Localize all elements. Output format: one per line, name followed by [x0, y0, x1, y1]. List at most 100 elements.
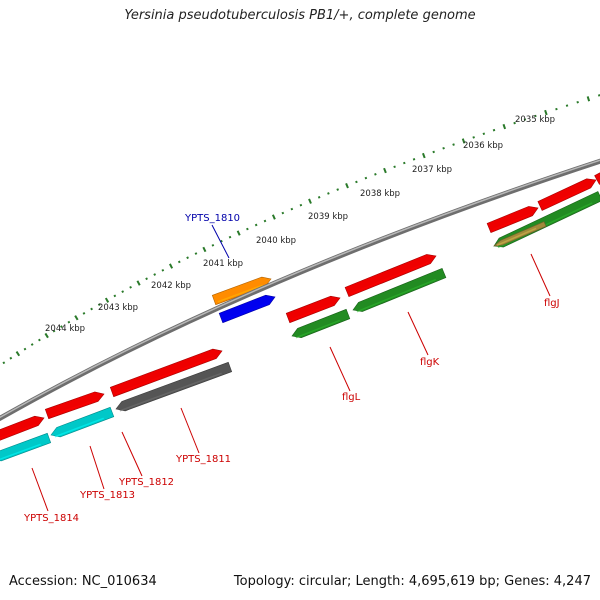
leader-line-flgk: [407, 311, 429, 356]
gene-arrow-forward-highlight: [115, 356, 214, 395]
scale-tick-mark: [442, 146, 445, 150]
scale-tick-mark: [597, 94, 600, 97]
gene-label-ypts-1811[interactable]: YPTS_1811: [175, 454, 231, 465]
scale-tick-mark: [502, 123, 507, 130]
scale-tick-mark: [345, 183, 349, 189]
tick-label-2043: 2043 kbp: [98, 303, 138, 313]
gene-arrow-forward[interactable]: [537, 178, 597, 211]
gene-arrow-forward[interactable]: [594, 171, 600, 185]
scale-tick-mark: [30, 343, 34, 346]
gene-label-ypts-1812[interactable]: YPTS_1812: [118, 477, 174, 488]
scale-tick-mark: [393, 165, 396, 169]
cds-arrow-flgl-green[interactable]: [291, 308, 351, 339]
cds-arrow-flgk-green[interactable]: [352, 268, 447, 312]
leader-line-ypts-1810: [211, 224, 230, 259]
tick-label-2036: 2036 kbp: [463, 141, 503, 151]
gene-label-flgj[interactable]: flgJ: [544, 298, 560, 309]
scale-tick-mark: [220, 239, 223, 243]
scale-tick-mark: [186, 256, 189, 260]
scale-tick-mark: [97, 303, 101, 306]
scale-tick-mark: [534, 114, 537, 118]
scale-tick-mark: [90, 307, 93, 311]
gene-label-flgk[interactable]: flgK: [420, 357, 440, 368]
scale-tick-mark: [228, 235, 232, 239]
map-title: Yersinia pseudotuberculosis PB1/+, compl…: [124, 8, 476, 23]
scale-tick-mark: [82, 311, 86, 315]
scale-tick-mark: [246, 227, 249, 231]
scale-tick-mark: [472, 136, 475, 139]
scale-tick-mark: [60, 325, 63, 328]
scale-dot-track: [2, 94, 600, 365]
scale-tick-mark: [254, 223, 258, 227]
scale-tick-mark: [74, 315, 79, 321]
leader-line-ypts-1812: [121, 431, 143, 477]
tick-label-2042: 2042 kbp: [151, 281, 191, 291]
gene-arrow-forward-highlight: [350, 261, 429, 295]
cds-arrow-ypts-1810-blue-highlight: [224, 302, 268, 321]
scale-tick-mark: [412, 158, 416, 161]
scale-tick-mark: [290, 207, 294, 211]
cds-arrow-ypts-1810-orange-highlight: [217, 284, 263, 303]
scale-tick-mark: [271, 214, 276, 220]
scale-tick-mark: [161, 268, 165, 272]
scale-tick-mark: [544, 109, 548, 116]
scale-tick-mark: [336, 188, 339, 191]
scale-tick-mark: [153, 273, 157, 276]
scale-tick-mark: [194, 252, 198, 255]
scale-tick-mark: [402, 161, 406, 165]
scale-tick-mark: [565, 104, 569, 107]
backbone-arc: [0, 158, 600, 422]
cds-arrow-ypts-1812-cyan[interactable]: [50, 406, 115, 438]
cds-arrow-flgj-olive[interactable]: [493, 221, 547, 247]
tick-label-2040: 2040 kbp: [256, 236, 296, 246]
cds-arrow-ypts-1811-gray[interactable]: [115, 361, 233, 412]
scale-tick-mark: [23, 347, 27, 351]
scale-tick-mark: [492, 128, 496, 132]
scale-tick-mark: [121, 290, 125, 293]
cds-arrow-flgl-green-highlight: [295, 319, 341, 339]
scale-tick-mark: [211, 243, 215, 247]
gene-label-ypts-1810[interactable]: YPTS_1810: [184, 213, 240, 224]
scale-tick-mark: [422, 152, 426, 159]
scale-tick-mark: [281, 211, 285, 215]
scale-tick-mark: [136, 280, 141, 286]
feature-layer: [0, 171, 600, 462]
gene-label-ypts-1813[interactable]: YPTS_1813: [79, 490, 135, 501]
leader-line-ypts-1814: [31, 467, 49, 512]
scale-tick-mark: [2, 361, 6, 365]
scale-tick-mark: [9, 356, 13, 360]
scale-tick-mark: [67, 320, 71, 324]
scale-tick-mark: [513, 121, 516, 125]
cds-arrow-ypts-1811-gray-highlight: [119, 372, 222, 412]
scale-tick-mark: [308, 198, 312, 204]
scale-tick-mark: [145, 277, 148, 281]
cds-arrow-ypts-1812-cyan-highlight: [54, 417, 104, 438]
tick-label-2038: 2038 kbp: [360, 189, 400, 199]
scale-tick-mark: [555, 107, 558, 111]
gene-label-flgl[interactable]: flgL: [342, 392, 361, 403]
gene-arrow-forward-highlight: [291, 303, 333, 321]
scale-tick-mark: [364, 176, 368, 180]
leader-line-flgj: [530, 253, 551, 297]
scale-tick-mark: [432, 150, 435, 154]
leader-line-flgl: [329, 346, 351, 392]
gene-label-ypts-1814[interactable]: YPTS_1814: [23, 513, 79, 524]
accession-text: Accession: NC_010634: [9, 574, 157, 589]
tick-label-2044: 2044 kbp: [45, 324, 85, 334]
scale-tick-mark: [113, 294, 117, 298]
leader-lines: [31, 224, 551, 512]
genome-summary-text: Topology: circular; Length: 4,695,619 bp…: [233, 574, 591, 589]
tick-label-2039: 2039 kbp: [308, 212, 348, 222]
cds-arrow-ypts-1814-cyan-highlight: [0, 443, 41, 461]
scale-tick-mark: [177, 260, 181, 264]
scale-tick-mark: [236, 230, 241, 236]
scale-tick-mark: [374, 172, 377, 176]
scale-tick-mark: [523, 118, 527, 121]
scale-tick-mark: [317, 196, 321, 199]
scale-tick-mark: [38, 338, 41, 342]
gene-arrow-forward-highlight: [543, 186, 589, 209]
scale-tick-mark: [452, 143, 455, 146]
scale-tick-mark: [52, 329, 56, 333]
